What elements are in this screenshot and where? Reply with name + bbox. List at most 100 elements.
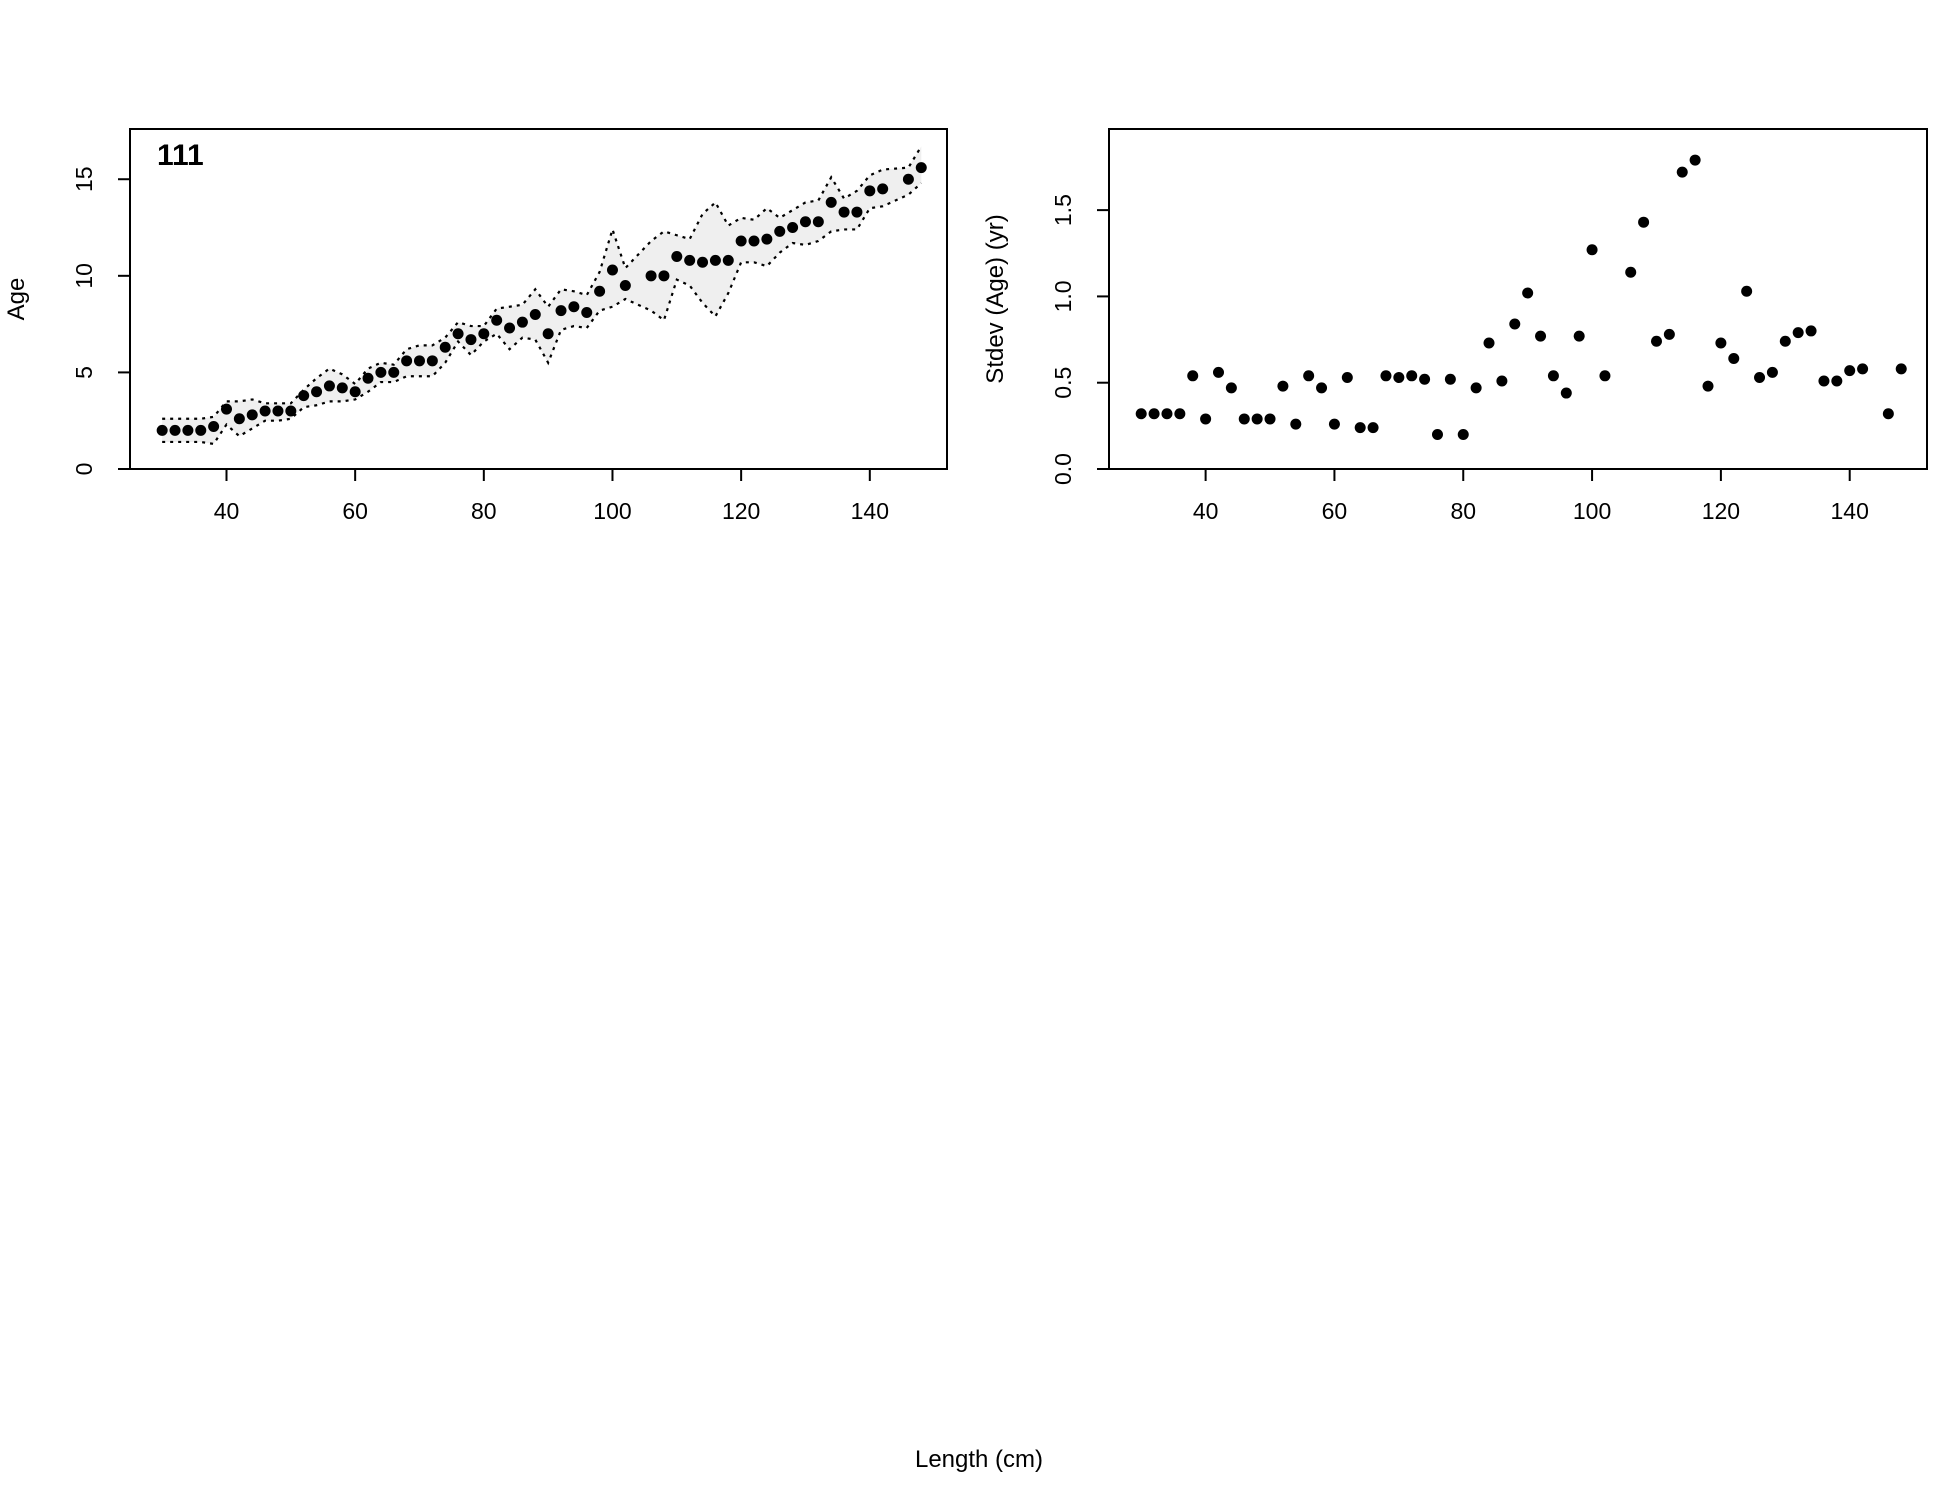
data-point: [1444, 373, 1456, 385]
data-point: [1844, 365, 1856, 377]
panel-label: 111: [157, 139, 204, 172]
data-point: [220, 403, 232, 415]
lower-bound-line: [162, 182, 923, 446]
data-point: [799, 216, 811, 228]
data-point: [323, 380, 335, 392]
data-point: [1535, 330, 1547, 342]
x-tick-label: 120: [1702, 498, 1740, 524]
data-point: [877, 183, 889, 195]
data-point: [1522, 287, 1534, 299]
data-point: [1264, 413, 1276, 425]
data-point: [709, 254, 721, 266]
data-point: [697, 256, 709, 268]
data-point: [1174, 408, 1186, 420]
data-point: [169, 424, 181, 436]
stdev-panel: 40 60 80 100 120 140 0.0 0.5 1.0 1.5 Stdev (Age) (…: [982, 128, 1928, 524]
data-point: [491, 314, 503, 326]
data-point: [658, 270, 670, 282]
data-point: [1818, 375, 1830, 387]
data-point: [838, 206, 850, 218]
data-point: [1316, 382, 1328, 394]
data-point: [1290, 418, 1302, 430]
data-point: [812, 216, 824, 228]
data-point: [787, 222, 799, 234]
data-point: [1200, 413, 1212, 425]
data-point: [1895, 363, 1907, 375]
x-tick-label: 100: [593, 498, 631, 524]
data-point: [671, 251, 683, 262]
data-point: [529, 308, 541, 320]
data-point: [1728, 353, 1740, 365]
data-point: [761, 233, 773, 245]
data-point: [259, 405, 271, 417]
data-point: [1431, 428, 1443, 440]
data-point: [594, 285, 606, 297]
y-tick-label: 0: [71, 463, 97, 476]
data-point: [542, 328, 554, 340]
data-point: [1380, 370, 1392, 382]
data-point: [1547, 370, 1559, 382]
data-point: [1754, 372, 1766, 384]
x-axis-title: Length (cm): [915, 1446, 1043, 1473]
data-point: [1419, 373, 1431, 385]
data-point: [1650, 335, 1662, 347]
data-point: [1702, 380, 1714, 392]
y-axis-title: Stdev (Age) (yr): [982, 214, 1009, 383]
x-tick-label: 80: [1450, 498, 1476, 524]
data-point: [645, 270, 657, 282]
data-point: [1212, 366, 1224, 378]
data-point: [1393, 372, 1405, 384]
y-tick-label: 10: [71, 263, 97, 289]
x-tick-label: 60: [342, 498, 368, 524]
y-tick-label: 5: [71, 366, 97, 379]
data-point: [246, 409, 258, 421]
x-tick-label: 40: [1193, 498, 1219, 524]
data-point: [606, 264, 618, 276]
data-point: [1689, 154, 1701, 166]
x-tick-label: 120: [722, 498, 760, 524]
data-point: [568, 301, 580, 313]
data-point: [1766, 366, 1778, 378]
data-point: [902, 173, 914, 185]
data-point: [285, 405, 297, 417]
y-tick-label: 0.5: [1050, 367, 1076, 399]
data-point: [1638, 216, 1650, 228]
data-point: [825, 196, 837, 208]
data-point: [1470, 382, 1482, 394]
data-point: [1676, 166, 1688, 178]
y-axis-title: Age: [3, 278, 30, 321]
data-point: [1161, 408, 1173, 420]
data-point: [439, 341, 451, 353]
data-point: [915, 162, 927, 174]
data-point: [1328, 418, 1340, 430]
data-point: [1805, 325, 1817, 337]
data-point: [195, 424, 207, 436]
data-point: [452, 328, 464, 340]
data-point: [413, 355, 425, 367]
y-tick-label: 0.0: [1050, 453, 1076, 485]
data-point: [336, 382, 348, 394]
data-point: [1599, 370, 1611, 382]
data-point: [1792, 327, 1804, 339]
plot-frame: [1108, 128, 1928, 470]
data-point: [233, 413, 245, 425]
y-tick-label: 1.0: [1050, 280, 1076, 312]
data-point: [1406, 370, 1418, 382]
data-point: [581, 307, 593, 319]
data-point: [1496, 375, 1508, 387]
data-point: [864, 185, 876, 197]
data-point: [516, 316, 528, 328]
data-point: [1251, 413, 1263, 425]
data-point: [1457, 428, 1469, 440]
data-point: [1225, 382, 1237, 394]
data-point: [1341, 372, 1353, 384]
data-point: [1367, 422, 1379, 434]
data-point: [362, 372, 374, 384]
data-point: [1303, 370, 1315, 382]
data-point: [851, 206, 863, 218]
data-point: [1509, 318, 1521, 330]
x-tick-label: 80: [471, 498, 497, 524]
upper-bound-line: [162, 145, 923, 420]
data-point: [401, 355, 413, 367]
